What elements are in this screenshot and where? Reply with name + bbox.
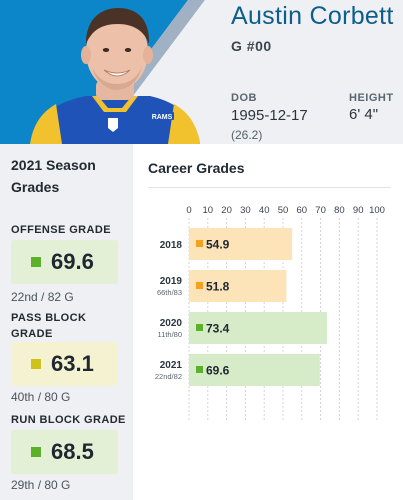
- bar-value-label: 69.6: [206, 364, 230, 378]
- x-tick-label: 100: [369, 205, 385, 216]
- career-bar: [189, 312, 327, 344]
- x-tick-label: 40: [259, 205, 270, 216]
- offense-grade-rank: 22nd / 82 G: [11, 290, 74, 304]
- bar-year-label: 2018: [160, 240, 183, 251]
- offense-grade-label: OFFENSE GRADE: [11, 224, 111, 236]
- x-tick-label: 80: [334, 205, 345, 216]
- career-bar: [189, 354, 320, 386]
- x-tick-label: 90: [353, 205, 364, 216]
- offense-grade-box: 69.6: [11, 240, 118, 284]
- pass-block-grade-indicator: [31, 359, 41, 369]
- x-tick-label: 20: [221, 205, 232, 216]
- player-age: (26.2): [231, 128, 263, 142]
- x-tick-label: 30: [240, 205, 251, 216]
- x-tick-label: 10: [203, 205, 214, 216]
- dob-date: 1995-12-17: [231, 107, 308, 124]
- pass-block-grade-rank: 40th / 80 G: [11, 390, 71, 404]
- bar-value-label: 51.8: [206, 280, 230, 294]
- x-tick-label: 70: [315, 205, 326, 216]
- bar-year-label: 2020: [160, 318, 183, 329]
- bar-rank-label: 11th/80: [158, 330, 182, 339]
- career-grades-title: Career Grades: [148, 160, 245, 176]
- player-headshot-image: RAMS: [0, 0, 220, 144]
- x-tick-label: 0: [186, 205, 191, 216]
- x-tick-label: 60: [297, 205, 308, 216]
- bar-value-label: 54.9: [206, 238, 230, 252]
- pass-block-grade-label: PASS BLOCK GRADE: [11, 312, 87, 340]
- bar-value-label: 73.4: [206, 322, 230, 336]
- bar-grade-indicator: [196, 282, 203, 289]
- run-block-grade-indicator: [31, 447, 41, 457]
- player-name: Austin Corbett: [231, 2, 394, 30]
- bar-year-label: 2021: [160, 360, 183, 371]
- pass-block-grade-box: 63.1: [11, 342, 118, 386]
- x-tick-label: 50: [278, 205, 289, 216]
- player-photo: RAMS: [0, 0, 220, 144]
- run-block-grade-rank: 29th / 80 G: [11, 478, 71, 492]
- run-block-grade-label: RUN BLOCK GRADE: [11, 414, 126, 426]
- bar-rank-label: 66th/83: [157, 288, 182, 297]
- offense-grade-indicator: [31, 257, 41, 267]
- player-header: RAMS Austin Corbett G #00 DOB 1995-12-17…: [0, 0, 403, 144]
- bar-rank-label: 22nd/82: [155, 372, 182, 381]
- career-bar: [189, 228, 293, 260]
- run-block-grade-box: 68.5: [11, 430, 118, 474]
- bar-year-label: 2019: [160, 276, 183, 287]
- run-block-grade-value: 68.5: [51, 439, 94, 464]
- height-label: HEIGHT: [349, 92, 394, 104]
- career-grades-divider: [148, 187, 391, 188]
- season-grades-panel: 2021 Season Grades OFFENSE GRADE 69.6 22…: [0, 144, 133, 500]
- dob-value: 1995-12-17 (26.2): [231, 106, 311, 144]
- career-bar: [189, 270, 287, 302]
- height-value: 6' 4": [349, 106, 379, 123]
- bar-grade-indicator: [196, 324, 203, 331]
- bar-grade-indicator: [196, 240, 203, 247]
- career-grades-chart: 0 10 20 30 40 50 60 70 80 90 100 2018 54.9 201966th/8…: [155, 205, 385, 422]
- offense-grade-value: 69.6: [51, 249, 94, 274]
- pass-block-grade-value: 63.1: [51, 351, 94, 376]
- bar-grade-indicator: [196, 366, 203, 373]
- player-position-number: G #00: [231, 38, 272, 54]
- dob-label: DOB: [231, 92, 257, 104]
- svg-text:RAMS: RAMS: [152, 114, 173, 121]
- season-grades-title: 2021 Season Grades: [11, 157, 96, 195]
